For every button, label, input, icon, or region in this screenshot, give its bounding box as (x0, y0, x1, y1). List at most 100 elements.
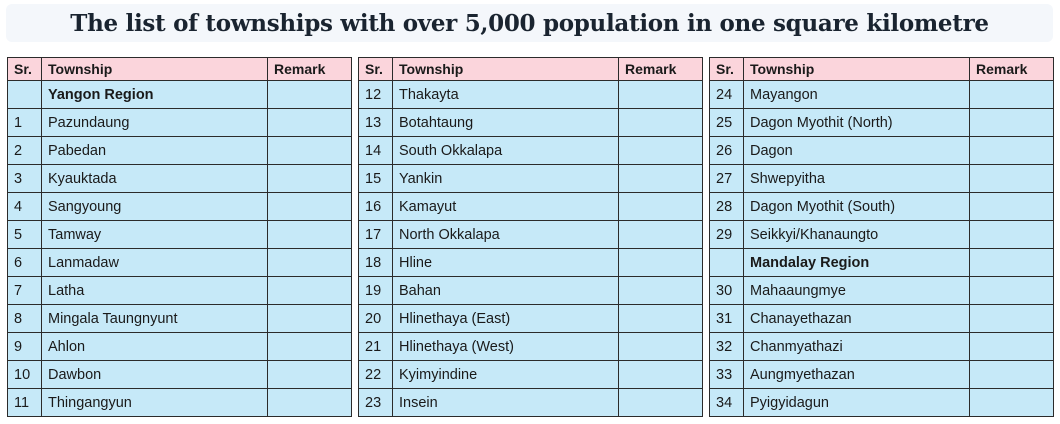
remark-cell (969, 192, 1054, 221)
township-cell: Hline (392, 248, 619, 277)
table-row: 23 Insein (358, 388, 703, 417)
table-row: 29 Seikkyi/Khanaungto (709, 220, 1054, 249)
remark-cell (969, 164, 1054, 193)
sr-cell: 34 (709, 388, 744, 417)
sr-cell: 14 (358, 136, 393, 165)
township-cell: Dagon Myothit (North) (743, 108, 970, 137)
table-row: 7 Latha (7, 276, 352, 305)
sr-cell: 31 (709, 304, 744, 333)
region-heading-row: Mandalay Region (709, 248, 1054, 277)
header-remark: Remark (618, 57, 703, 81)
remark-cell (969, 248, 1054, 277)
township-cell: Pabedan (41, 136, 268, 165)
header-sr: Sr. (7, 57, 42, 81)
sr-cell: 2 (7, 136, 42, 165)
sr-cell: 15 (358, 164, 393, 193)
header-row: Sr. Township Remark (7, 57, 352, 81)
table-row: 26 Dagon (709, 136, 1054, 165)
sr-cell: 19 (358, 276, 393, 305)
header-township: Township (743, 57, 970, 81)
table-row: 25 Dagon Myothit (North) (709, 108, 1054, 137)
sr-cell: 25 (709, 108, 744, 137)
sr-cell: 12 (358, 80, 393, 109)
table-row: 5 Tamway (7, 220, 352, 249)
remark-cell (618, 304, 703, 333)
table-row: 21 Hlinethaya (West) (358, 332, 703, 361)
remark-cell (267, 164, 352, 193)
sr-cell: 21 (358, 332, 393, 361)
remark-cell (618, 108, 703, 137)
sr-cell (709, 248, 744, 277)
table-row: 9 Ahlon (7, 332, 352, 361)
table-row: 17 North Okkalapa (358, 220, 703, 249)
sr-cell: 7 (7, 276, 42, 305)
sr-cell (7, 80, 42, 109)
remark-cell (618, 220, 703, 249)
sr-cell: 18 (358, 248, 393, 277)
sr-cell: 17 (358, 220, 393, 249)
sr-cell: 32 (709, 332, 744, 361)
township-cell: Hlinethaya (East) (392, 304, 619, 333)
sr-cell: 24 (709, 80, 744, 109)
remark-cell (267, 388, 352, 417)
table-row: 4 Sangyoung (7, 192, 352, 221)
sr-cell: 11 (7, 388, 42, 417)
table-row: 31 Chanayethazan (709, 304, 1054, 333)
table-row: 16 Kamayut (358, 192, 703, 221)
title-bar: The list of townships with over 5,000 po… (6, 4, 1053, 42)
township-cell: North Okkalapa (392, 220, 619, 249)
table-row: 18 Hline (358, 248, 703, 277)
header-row: Sr. Township Remark (709, 57, 1054, 81)
table-row: 8 Mingala Taungnyunt (7, 304, 352, 333)
township-cell: South Okkalapa (392, 136, 619, 165)
table-row: 2 Pabedan (7, 136, 352, 165)
township-cell: Chanmyathazi (743, 332, 970, 361)
header-remark: Remark (969, 57, 1054, 81)
township-cell: Dagon Myothit (South) (743, 192, 970, 221)
remark-cell (618, 388, 703, 417)
remark-cell (618, 80, 703, 109)
township-cell: Latha (41, 276, 268, 305)
sr-cell: 22 (358, 360, 393, 389)
region-heading-row: Yangon Region (7, 80, 352, 109)
township-cell: Tamway (41, 220, 268, 249)
table-row: 12 Thakayta (358, 80, 703, 109)
header-sr: Sr. (358, 57, 393, 81)
township-cell: Dawbon (41, 360, 268, 389)
remark-cell (969, 80, 1054, 109)
header-row: Sr. Township Remark (358, 57, 703, 81)
township-cell: Mingala Taungnyunt (41, 304, 268, 333)
township-cell: Kyimyindine (392, 360, 619, 389)
page-title: The list of townships with over 5,000 po… (70, 9, 989, 37)
remark-cell (267, 248, 352, 277)
header-township: Township (392, 57, 619, 81)
header-township: Township (41, 57, 268, 81)
township-cell: Yankin (392, 164, 619, 193)
sr-cell: 13 (358, 108, 393, 137)
township-table-2: Sr. Township Remark 12 Thakayta 13 Botahtaung 1… (358, 57, 703, 417)
table-row: 30 Mahaaungmye (709, 276, 1054, 305)
sr-cell: 23 (358, 388, 393, 417)
remark-cell (969, 388, 1054, 417)
sr-cell: 4 (7, 192, 42, 221)
remark-cell (267, 192, 352, 221)
township-cell: Bahan (392, 276, 619, 305)
header-remark: Remark (267, 57, 352, 81)
remark-cell (969, 108, 1054, 137)
township-cell: Mandalay Region (743, 248, 970, 277)
remark-cell (267, 136, 352, 165)
sr-cell: 33 (709, 360, 744, 389)
township-cell: Mayangon (743, 80, 970, 109)
sr-cell: 16 (358, 192, 393, 221)
township-cell: Chanayethazan (743, 304, 970, 333)
township-cell: Lanmadaw (41, 248, 268, 277)
table-row: 20 Hlinethaya (East) (358, 304, 703, 333)
remark-cell (267, 80, 352, 109)
township-cell: Seikkyi/Khanaungto (743, 220, 970, 249)
township-cell: Dagon (743, 136, 970, 165)
sr-cell: 9 (7, 332, 42, 361)
remark-cell (969, 136, 1054, 165)
remark-cell (267, 332, 352, 361)
township-cell: Kyauktada (41, 164, 268, 193)
table-row: 24 Mayangon (709, 80, 1054, 109)
